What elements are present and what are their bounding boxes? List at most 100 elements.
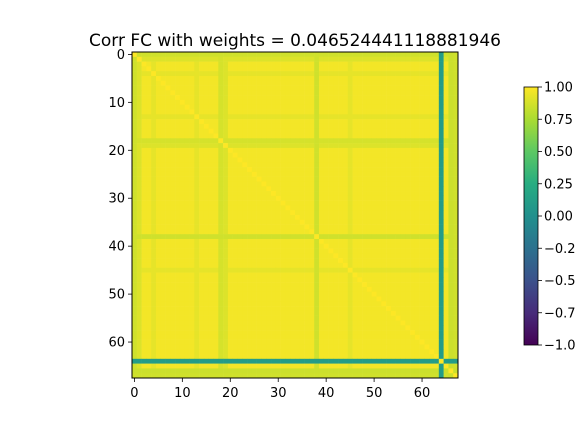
heatmap-cell [199,267,205,273]
heatmap-cell [146,373,152,379]
heatmap-cell [376,277,382,283]
heatmap-cell [342,277,349,283]
heatmap-cell [189,258,195,264]
heatmap-cell [146,186,152,192]
heatmap-cell [194,186,200,192]
heatmap-cell [419,368,425,374]
heatmap-cell [242,85,248,91]
heatmap-cell [237,95,243,101]
heatmap-cell [400,224,406,230]
heatmap-cell [160,224,166,230]
heatmap-cell [381,85,387,91]
heatmap-cell [352,133,358,139]
heatmap-cell [160,358,166,364]
heatmap-cell [256,167,262,173]
heatmap-cell [280,238,286,245]
heatmap-cell [342,133,349,139]
heatmap-cell [434,71,440,77]
heatmap-cell [352,277,358,283]
heatmap-cell [429,286,435,292]
heatmap-cell [333,238,339,245]
heatmap-cell [414,229,420,235]
heatmap-cell [199,186,205,192]
heatmap-cell [285,186,291,192]
heatmap-cell [434,272,440,278]
heatmap-cell [338,363,344,369]
heatmap-cell [266,90,272,96]
heatmap-cell [309,181,315,187]
heatmap-cell [247,143,253,149]
heatmap-cell [189,200,195,206]
heatmap-cell [285,277,291,283]
heatmap-cell [443,248,449,254]
heatmap-cell [247,234,253,240]
heatmap-cell [304,210,310,216]
heatmap-cell [453,152,459,158]
heatmap-cell [448,349,454,355]
heatmap-cell [352,296,358,302]
heatmap-cell [342,99,349,106]
heatmap-cell [189,272,195,278]
heatmap-cell [376,262,382,269]
heatmap-cell [232,215,238,221]
heatmap-cell [362,80,368,86]
heatmap-cell [199,171,205,177]
heatmap-cell [199,344,205,350]
heatmap-cell [390,71,396,77]
heatmap-cell [160,176,166,182]
heatmap-cell [328,238,334,245]
heatmap-cell [194,85,200,91]
heatmap-cell [261,95,267,101]
heatmap-cell [414,167,420,173]
heatmap-cell [299,128,305,134]
heatmap-cell [237,114,243,120]
heatmap-cell [429,186,435,192]
heatmap-cell [429,330,435,336]
heatmap-cell [371,258,377,264]
heatmap-cell [376,282,382,288]
heatmap-cell [227,85,233,91]
heatmap-cell [304,349,310,355]
heatmap-cell [362,315,368,321]
heatmap-cell [261,330,267,336]
heatmap-cell [189,181,195,187]
y-tick-label: 10 [108,96,125,111]
heatmap-cell [299,229,305,235]
heatmap-cell [266,339,272,345]
heatmap-cell [165,296,171,302]
heatmap-cell [448,104,454,110]
heatmap-cell [362,191,368,197]
heatmap-cell [352,238,358,245]
heatmap-cell [247,133,253,139]
heatmap-cell [227,80,233,86]
heatmap-cell [242,195,248,201]
heatmap-cell [151,200,157,206]
heatmap-cell [304,219,310,225]
heatmap-cell [434,200,440,206]
heatmap-cell [271,315,277,321]
heatmap-cell [165,277,171,283]
heatmap-cell [261,176,267,182]
heatmap-cell [165,349,171,355]
heatmap-cell [333,66,339,72]
heatmap-cell [223,181,229,187]
heatmap-cell [223,334,229,340]
heatmap-cell [400,128,406,134]
heatmap-cell [247,167,253,173]
heatmap-cell [410,334,416,340]
heatmap-cell [285,99,291,106]
heatmap-cell [275,272,281,278]
heatmap-cell [333,215,339,221]
heatmap-cell [155,191,162,197]
heatmap-cell [218,306,224,312]
heatmap-cell [295,66,301,72]
heatmap-cell [160,258,166,264]
heatmap-cell [453,114,459,120]
heatmap-cell [247,296,253,302]
heatmap-cell [165,272,171,278]
heatmap-cell [338,75,344,82]
heatmap-cell [318,95,325,101]
heatmap-cell [266,234,272,240]
heatmap-cell [194,358,200,364]
heatmap-cell [280,56,286,62]
